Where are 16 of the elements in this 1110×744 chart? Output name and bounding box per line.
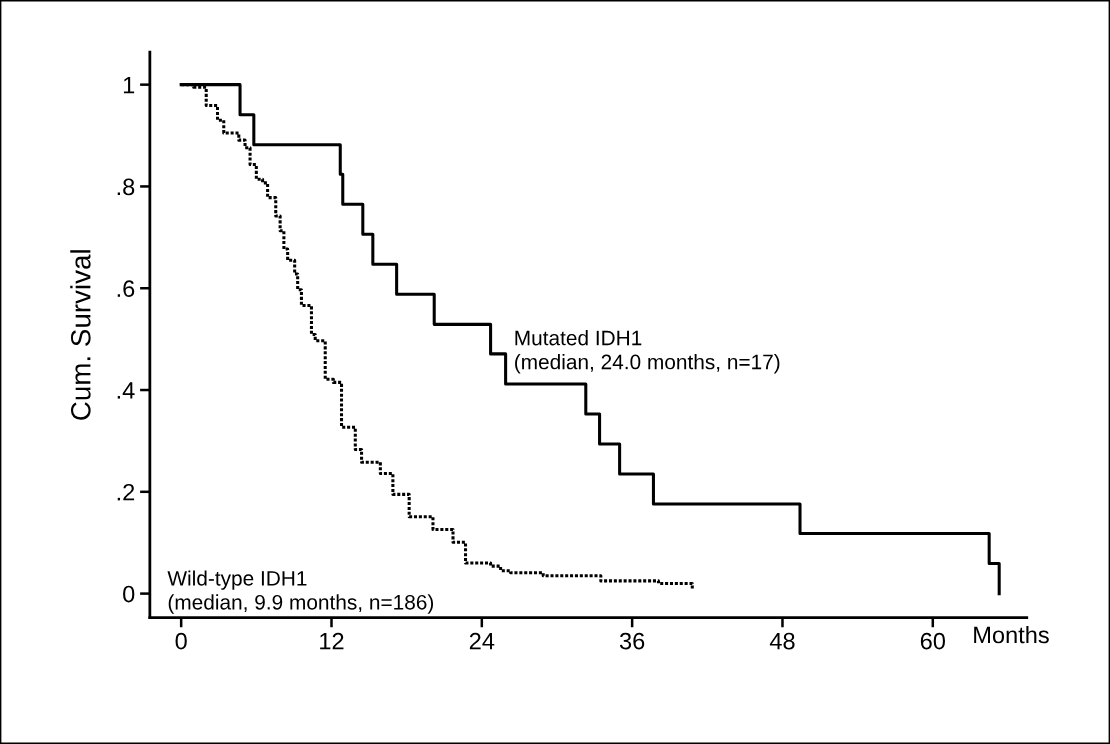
x-tick-label: 12 — [320, 632, 344, 650]
y-tick-label: .8 — [117, 178, 135, 196]
y-tick-label: .4 — [117, 382, 135, 399]
x-tick-label: 36 — [619, 632, 645, 650]
annotation: Mutated IDH1 (median, 24.0 months, n=17) — [515, 330, 780, 374]
y-tick-label: .2 — [117, 483, 135, 501]
x-tick-label: 24 — [469, 632, 495, 650]
y-tick-label: .6 — [117, 280, 135, 298]
x-tick-label: 48 — [769, 632, 795, 650]
x-tick-label: 60 — [920, 632, 946, 650]
y-tick-label: 1 — [123, 76, 135, 94]
y-tick-label: 0 — [123, 585, 135, 603]
x-tick-label: 0 — [175, 632, 187, 650]
x-axis-title: Months — [974, 626, 1049, 644]
annotation: Wild-type IDH1 (median, 9.9 months, n=186) — [167, 570, 434, 614]
y-axis-title: Cum. Survival — [70, 250, 91, 420]
